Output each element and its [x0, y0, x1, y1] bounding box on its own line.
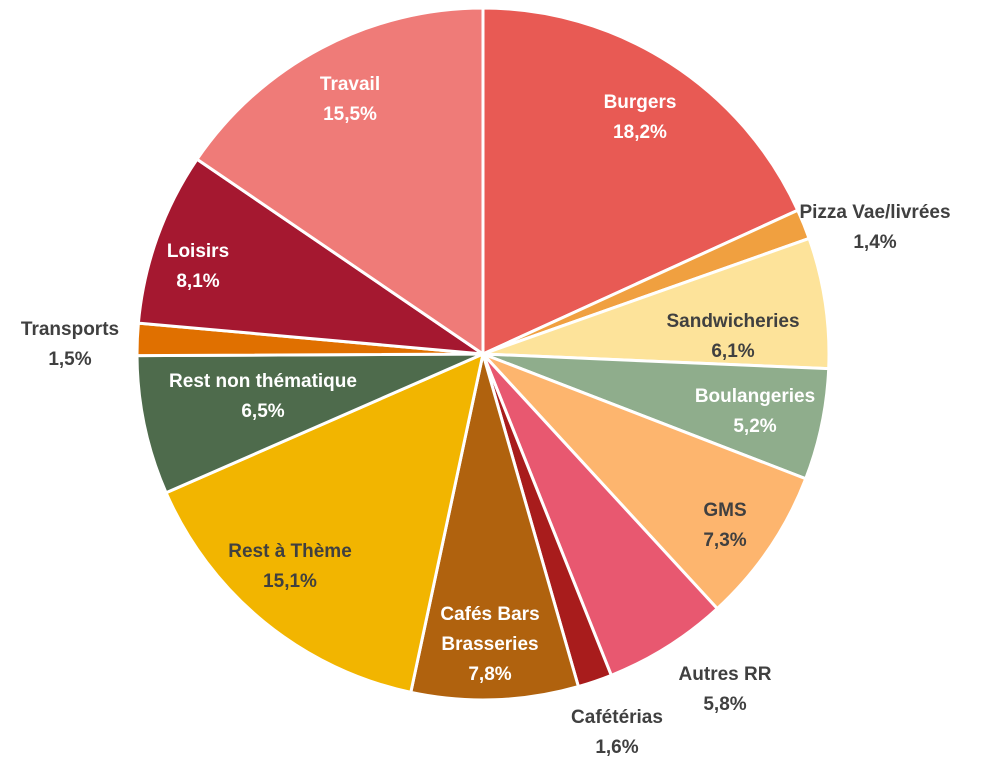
slice-label: GMS 7,3% — [703, 496, 746, 556]
category-label: Rest à Thème — [228, 541, 352, 562]
slice-label: Rest à Thème 15,1% — [228, 537, 352, 597]
slice — [135, 352, 484, 495]
category-label: Pizza Vae/livrées — [799, 202, 951, 223]
category-label: Travail — [319, 74, 381, 95]
category-label: Loisirs — [166, 241, 230, 262]
value-label: 1,5% — [48, 349, 92, 370]
slice — [194, 6, 485, 357]
category-label: Rest non thématique — [169, 371, 357, 392]
category-label: GMS — [703, 500, 747, 521]
slice-label: Cafés Bars Brasseries 7,8% — [425, 600, 555, 690]
value-label: 18,2% — [613, 122, 667, 143]
category-label: Cafés Bars Brasseries — [440, 604, 540, 655]
value-label: 5,8% — [703, 694, 747, 715]
slice — [481, 6, 800, 357]
slice-label: Travail 15,5% — [320, 70, 380, 130]
category-label: Transports — [20, 319, 120, 340]
slice-label: Loisirs 8,1% — [167, 237, 229, 297]
slice-label: Burgers 18,2% — [604, 88, 677, 148]
value-label: 6,1% — [711, 341, 755, 362]
slice — [408, 353, 581, 702]
slice — [164, 351, 486, 695]
slice-label: Transports 1,5% — [21, 315, 119, 375]
slice-label: Sandwicheries 6,1% — [666, 307, 799, 367]
slice-label: Autres RR 5,8% — [679, 660, 772, 720]
category-label: Boulangeries — [694, 386, 816, 407]
category-label: Autres RR — [678, 664, 772, 685]
slice-label: Boulangeries 5,2% — [695, 382, 815, 442]
value-label: 7,3% — [703, 530, 747, 551]
slice-label: Rest non thématique 6,5% — [169, 367, 357, 427]
slice — [136, 157, 489, 357]
category-label: Sandwicheries — [666, 311, 800, 332]
slice-label: Cafétérias 1,6% — [571, 703, 663, 763]
value-label: 8,1% — [176, 271, 220, 292]
slice-label: Pizza Vae/livrées 1,4% — [799, 198, 950, 258]
value-label: 6,5% — [241, 401, 285, 422]
value-label: 15,1% — [263, 571, 317, 592]
value-label: 1,4% — [853, 232, 897, 253]
value-label: 5,2% — [733, 416, 777, 437]
slice — [481, 352, 720, 678]
slice — [482, 236, 831, 371]
value-label: 7,8% — [468, 664, 512, 685]
value-label: 15,5% — [323, 104, 377, 125]
category-label: Burgers — [603, 92, 677, 113]
value-label: 1,6% — [595, 737, 639, 758]
category-label: Cafétérias — [571, 707, 663, 728]
slice — [481, 352, 808, 611]
